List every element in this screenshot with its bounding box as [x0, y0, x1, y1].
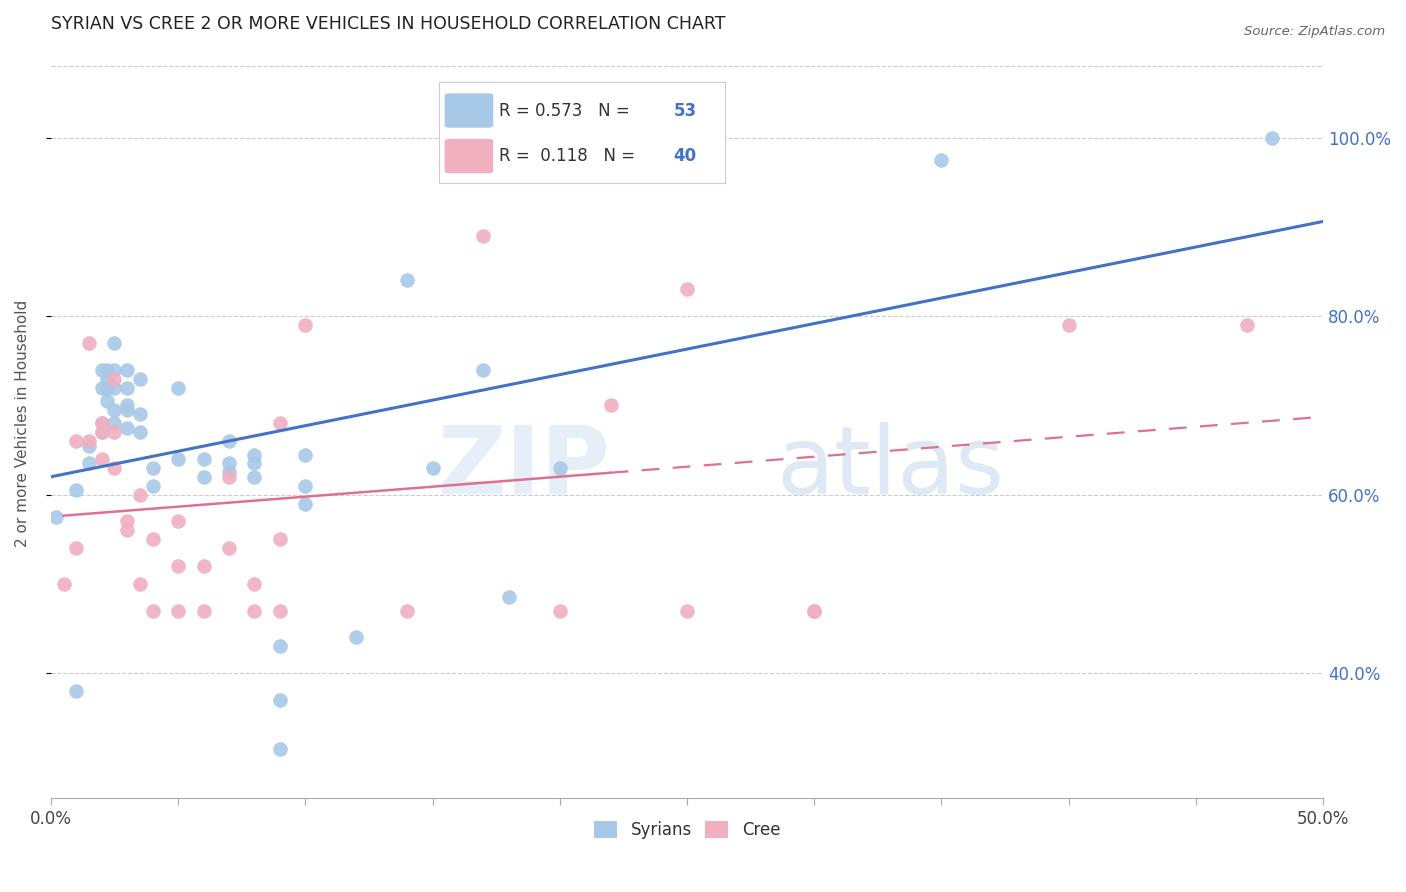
Point — [676, 157, 699, 171]
Point — [472, 228, 495, 243]
Y-axis label: 2 or more Vehicles in Household: 2 or more Vehicles in Household — [15, 300, 30, 547]
Point — [243, 457, 266, 471]
Point — [269, 417, 291, 431]
Point — [128, 372, 150, 386]
Point — [90, 381, 112, 395]
Point — [77, 335, 100, 350]
Point — [931, 153, 953, 167]
Point — [218, 434, 240, 449]
Point — [77, 457, 100, 471]
Point — [167, 452, 190, 467]
Point — [218, 466, 240, 480]
Point — [77, 439, 100, 453]
Point — [218, 457, 240, 471]
Point — [218, 470, 240, 484]
Point — [103, 372, 125, 386]
Point — [128, 425, 150, 440]
Point — [422, 461, 444, 475]
Point — [676, 604, 699, 618]
Point — [269, 640, 291, 654]
Point — [115, 381, 138, 395]
Point — [96, 363, 118, 377]
Point — [269, 693, 291, 707]
Point — [142, 461, 165, 475]
Point — [167, 604, 190, 618]
Point — [167, 381, 190, 395]
Point — [115, 363, 138, 377]
Point — [676, 282, 699, 296]
Point — [90, 425, 112, 440]
Point — [115, 403, 138, 417]
Point — [1057, 318, 1080, 332]
Point — [115, 524, 138, 538]
Point — [52, 577, 75, 591]
Point — [498, 591, 520, 605]
Point — [243, 604, 266, 618]
Point — [96, 372, 118, 386]
Point — [243, 448, 266, 462]
Point — [803, 604, 825, 618]
Point — [65, 483, 87, 498]
Point — [396, 273, 419, 287]
Point — [243, 470, 266, 484]
Point — [599, 399, 621, 413]
Point — [193, 452, 215, 467]
Point — [167, 559, 190, 574]
Point — [472, 363, 495, 377]
Point — [96, 394, 118, 409]
Point — [115, 421, 138, 435]
Legend: Syrians, Cree: Syrians, Cree — [588, 814, 787, 846]
Point — [142, 479, 165, 493]
Point — [96, 381, 118, 395]
Point — [128, 488, 150, 502]
Point — [103, 381, 125, 395]
Point — [269, 604, 291, 618]
Text: ZIP: ZIP — [437, 422, 610, 515]
Point — [294, 479, 316, 493]
Point — [269, 533, 291, 547]
Point — [90, 417, 112, 431]
Point — [65, 541, 87, 556]
Point — [193, 559, 215, 574]
Point — [115, 399, 138, 413]
Point — [243, 577, 266, 591]
Point — [142, 533, 165, 547]
Point — [90, 425, 112, 440]
Point — [193, 470, 215, 484]
Point — [128, 408, 150, 422]
Point — [90, 417, 112, 431]
Point — [115, 515, 138, 529]
Point — [45, 510, 67, 524]
Point — [65, 434, 87, 449]
Point — [548, 461, 571, 475]
Point — [103, 403, 125, 417]
Point — [103, 461, 125, 475]
Point — [103, 425, 125, 440]
Point — [1236, 318, 1258, 332]
Point — [128, 577, 150, 591]
Text: Source: ZipAtlas.com: Source: ZipAtlas.com — [1244, 25, 1385, 38]
Point — [77, 434, 100, 449]
Point — [193, 604, 215, 618]
Point — [396, 604, 419, 618]
Point — [103, 363, 125, 377]
Point — [1261, 130, 1284, 145]
Point — [142, 604, 165, 618]
Point — [294, 318, 316, 332]
Text: SYRIAN VS CREE 2 OR MORE VEHICLES IN HOUSEHOLD CORRELATION CHART: SYRIAN VS CREE 2 OR MORE VEHICLES IN HOU… — [51, 15, 725, 33]
Point — [90, 452, 112, 467]
Point — [103, 335, 125, 350]
Point — [294, 497, 316, 511]
Point — [103, 417, 125, 431]
Point — [167, 515, 190, 529]
Point — [548, 604, 571, 618]
Point — [803, 604, 825, 618]
Point — [269, 742, 291, 756]
Point — [65, 684, 87, 698]
Point — [90, 363, 112, 377]
Text: atlas: atlas — [776, 422, 1004, 515]
Point — [344, 631, 367, 645]
Point — [218, 541, 240, 556]
Point — [294, 448, 316, 462]
